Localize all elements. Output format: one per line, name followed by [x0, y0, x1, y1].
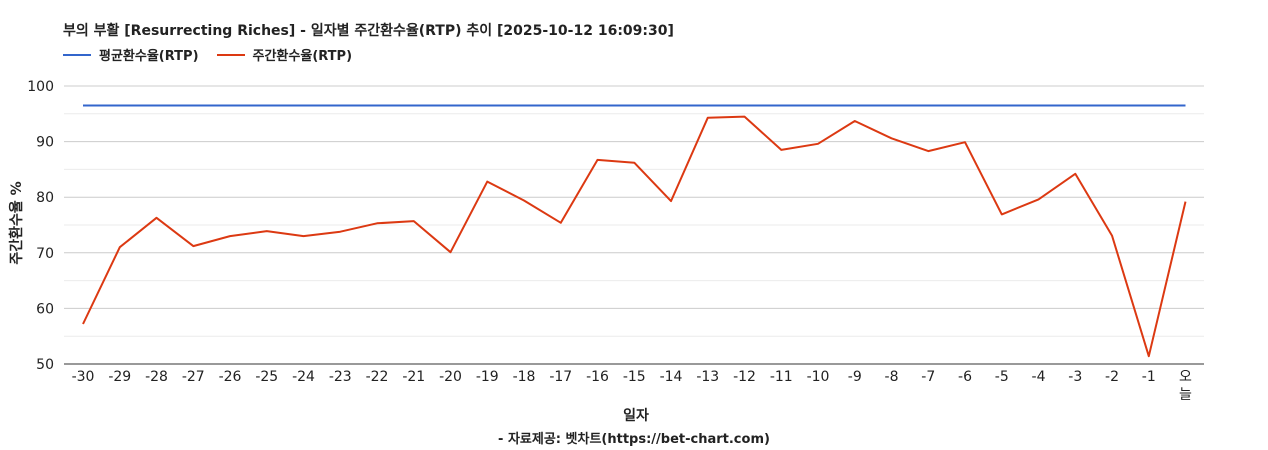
legend: 평균환수율(RTP) 주간환수율(RTP): [63, 45, 352, 64]
x-tick-label: -15: [623, 369, 646, 385]
x-axis-title: 일자: [623, 408, 649, 424]
x-tick-label: -19: [476, 369, 499, 385]
y-tick-label: 100: [27, 79, 54, 95]
x-tick-label: -5: [995, 369, 1009, 385]
y-tick-label: 50: [36, 357, 54, 373]
y-tick-label: 60: [36, 301, 54, 317]
y-axis-title: 주간환수율 %: [8, 181, 25, 264]
x-tick-label: -4: [1032, 369, 1046, 385]
legend-item-avg[interactable]: 평균환수율(RTP): [63, 45, 199, 64]
x-tick-label: -8: [885, 369, 899, 385]
x-tick-label: -21: [402, 369, 425, 385]
x-tick-label: -29: [108, 369, 131, 385]
x-tick-label: -9: [848, 369, 862, 385]
series-line-weekly-rtp: [82, 115, 1187, 358]
legend-label-avg: 평균환수율(RTP): [99, 49, 199, 64]
x-tick-label: -14: [660, 369, 683, 385]
x-tick-label: -30: [72, 369, 95, 385]
legend-item-weekly[interactable]: 주간환수율(RTP): [216, 45, 353, 64]
x-tick-label: -24: [292, 369, 315, 385]
source-credit: - 자료제공: 벳차트(https://bet-chart.com): [498, 432, 770, 447]
x-tick-label: -6: [958, 369, 972, 385]
y-tick-label: 80: [36, 190, 54, 206]
legend-swatch-avg: [63, 53, 91, 56]
x-tick-label: -18: [513, 369, 536, 385]
x-tick-label: -22: [366, 369, 389, 385]
y-tick-label: 70: [36, 246, 54, 262]
x-tick-label: -1: [1142, 369, 1156, 385]
x-tick-label: 오: [1179, 369, 1192, 385]
x-tick-label: -13: [696, 369, 719, 385]
x-tick-label: -12: [733, 369, 756, 385]
x-tick-label: -25: [255, 369, 278, 385]
x-tick-label: -2: [1105, 369, 1119, 385]
x-tick-label: -20: [439, 369, 462, 385]
legend-label-weekly: 주간환수율(RTP): [252, 49, 353, 64]
chart-title: 부의 부활 [Resurrecting Riches] - 일자별 주간환수율(…: [63, 23, 674, 39]
x-tick-label: -26: [219, 369, 242, 385]
x-tick-label: -3: [1068, 369, 1082, 385]
x-tick-label: 늘: [1179, 387, 1192, 403]
x-tick-label: -17: [549, 369, 572, 385]
y-tick-label: 90: [36, 135, 54, 151]
x-tick-label: -27: [182, 369, 205, 385]
x-tick-label: -11: [770, 369, 793, 385]
x-tick-label: -28: [145, 369, 168, 385]
x-tick-label: -16: [586, 369, 609, 385]
x-tick-label: -10: [807, 369, 830, 385]
legend-swatch-weekly: [216, 53, 245, 56]
x-tick-label: -23: [329, 369, 352, 385]
x-tick-label: -7: [921, 369, 935, 385]
